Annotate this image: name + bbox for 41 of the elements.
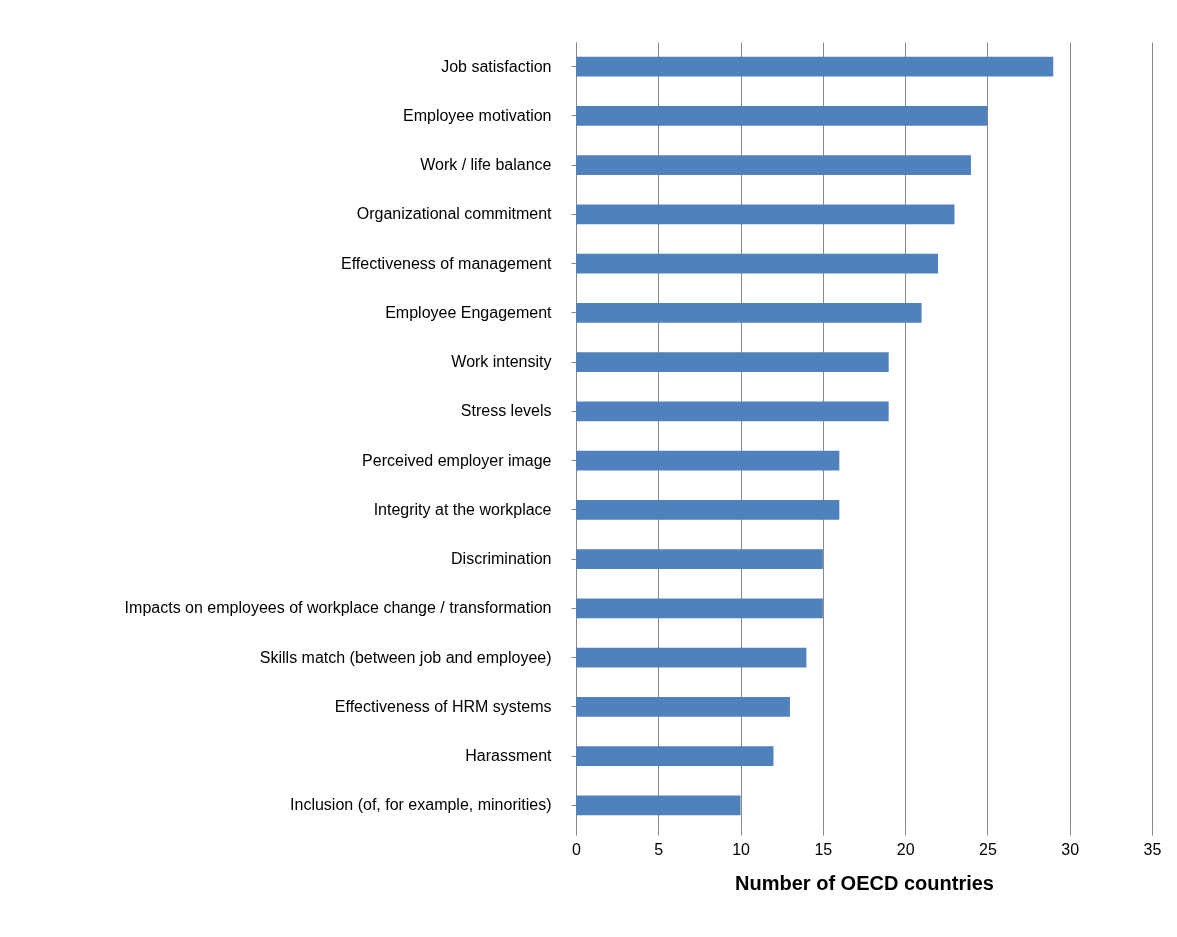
x-tick-label: 10 <box>732 840 751 858</box>
y-tick-label: Effectiveness of management <box>341 254 553 272</box>
y-tick-label: Inclusion (of, for example, minorities) <box>290 796 552 814</box>
x-tick-label: 20 <box>896 840 915 858</box>
y-tick-label: Harassment <box>465 747 553 765</box>
bar <box>576 549 823 569</box>
y-tick-label: Perceived employer image <box>362 451 552 469</box>
bar <box>576 500 840 520</box>
x-tick-label: 30 <box>1061 840 1080 858</box>
bar <box>576 56 1054 77</box>
bar <box>576 746 774 766</box>
x-tick-label: 25 <box>979 840 997 858</box>
bar <box>576 155 971 175</box>
y-tick-label: Job satisfaction <box>441 57 552 75</box>
bar <box>576 352 889 372</box>
bar <box>576 795 741 816</box>
bar <box>576 106 988 126</box>
bar <box>576 598 823 619</box>
bar <box>576 697 790 717</box>
bar <box>576 204 955 225</box>
y-tick-label: Skills match (between job and employee) <box>259 648 552 666</box>
y-tick-label: Discrimination <box>451 550 552 568</box>
bar <box>576 450 840 471</box>
x-tick-label: 35 <box>1143 840 1162 858</box>
y-tick-label: Impacts on employees of workplace change / transformation <box>124 599 552 617</box>
y-tick-label: Stress levels <box>460 402 552 420</box>
bar <box>576 253 939 274</box>
bar <box>576 647 807 668</box>
x-tick-label: 15 <box>814 840 833 858</box>
y-tick-label: Effectiveness of HRM systems <box>334 697 552 715</box>
x-axis-title: Number of OECD countries <box>735 871 994 894</box>
y-tick-label: Work intensity <box>451 353 552 371</box>
y-tick-label: Work / life balance <box>420 156 552 174</box>
bar <box>576 401 889 422</box>
y-tick-label: Employee Engagement <box>385 303 553 321</box>
y-tick-label: Integrity at the workplace <box>373 500 552 518</box>
y-tick-label: Employee motivation <box>402 106 552 124</box>
bar <box>576 303 922 323</box>
x-tick-label: 5 <box>654 840 664 858</box>
y-tick-label: Organizational commitment <box>356 205 553 223</box>
x-tick-label: 0 <box>572 840 582 858</box>
